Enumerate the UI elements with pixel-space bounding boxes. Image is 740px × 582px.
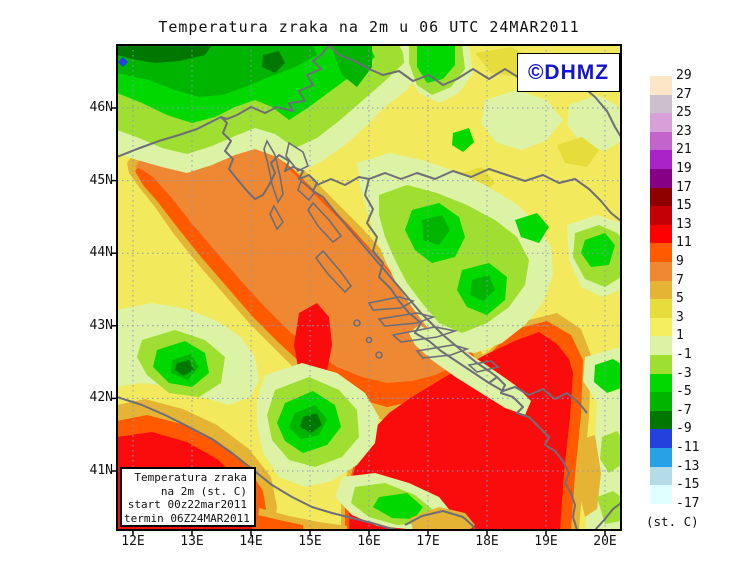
colorbar-swatch — [650, 262, 672, 281]
colorbar-tick-label: -17 — [676, 495, 700, 511]
legend-line: na 2m (st. C) — [160, 484, 247, 498]
colorbar-tick-label: -3 — [676, 365, 692, 381]
colorbar-swatch — [650, 169, 672, 188]
colorbar-tick-label: 11 — [676, 235, 692, 251]
colorbar-tick-label: 7 — [676, 272, 684, 288]
lon-tick-label: 18E — [475, 534, 499, 549]
lat-tick-label: 46N — [89, 100, 113, 115]
colorbar-tick-label: 23 — [676, 123, 692, 139]
colorbar-swatch — [650, 448, 672, 467]
colorbar-swatch — [650, 187, 672, 207]
colorbar-tick-label: -11 — [676, 440, 700, 455]
colorbar-tick-label: 21 — [676, 142, 692, 158]
legend-line: Temperatura zraka — [134, 471, 247, 484]
colorbar-tick-label: 25 — [676, 105, 692, 121]
colorbar-swatch — [650, 429, 672, 449]
lon-tick-label: 17E — [416, 534, 440, 549]
colorbar-tick-label: 5 — [676, 291, 684, 307]
colorbar-tick-label: 19 — [676, 161, 692, 176]
legend-box: Temperatura zraka na 2m (st. C) start 00… — [120, 467, 256, 527]
lon-tick-label: 15E — [298, 534, 322, 549]
lat-tick-label: 43N — [89, 317, 113, 333]
lon-tick-label: 19E — [534, 534, 558, 549]
colorbar-swatch — [650, 317, 672, 337]
colorbar-tick-label: 9 — [676, 254, 684, 269]
colorbar-tick-label: -1 — [676, 347, 692, 362]
colorbar-tick-label: 17 — [676, 179, 692, 195]
dhmz-watermark-text: ©DHMZ — [527, 60, 610, 84]
legend-line: start 00z22mar2011 — [127, 498, 247, 511]
colorbar-tick-label: 3 — [676, 309, 684, 325]
colorbar-tick-label: -5 — [676, 384, 692, 400]
page-title: Temperatura zraka na 2m u 06 UTC 24MAR20… — [158, 18, 580, 36]
legend-line: termin 06Z24MAR2011 — [124, 511, 250, 525]
colorbar-swatch — [650, 336, 672, 356]
colorbar-swatch — [650, 94, 672, 114]
colorbar-tick-label: 13 — [676, 216, 692, 232]
colorbar-tick-label: -7 — [676, 402, 692, 418]
colorbar-tick-label: 27 — [676, 86, 692, 102]
colorbar-swatch — [650, 206, 672, 226]
colorbar-swatch — [650, 243, 672, 263]
colorbar-tick-label: 15 — [676, 198, 692, 214]
colorbar-swatch — [650, 113, 672, 133]
lon-tick-label: 13E — [180, 534, 204, 549]
lon-tick-label: 12E — [121, 534, 145, 549]
map-frame — [111, 44, 622, 536]
colorbar-swatch — [650, 280, 672, 300]
colorbar-swatch — [650, 392, 672, 412]
colorbar-swatch — [650, 299, 672, 319]
colorbar-swatch — [650, 224, 672, 244]
colorbar-tick-label: 1 — [676, 328, 684, 344]
dhmz-watermark-box: ©DHMZ — [517, 53, 620, 92]
colorbar-swatch — [650, 355, 672, 374]
lat-tick-label: 42N — [89, 390, 113, 406]
colorbar-swatch — [650, 485, 672, 505]
lon-tick-label: 14E — [239, 534, 263, 549]
colorbar-swatch — [650, 466, 672, 486]
colorbar-tick-label: -15 — [676, 477, 700, 493]
colorbar-swatch — [650, 131, 672, 151]
lat-tick-label: 44N — [89, 245, 113, 261]
colorbar-tick-label: -13 — [676, 458, 700, 474]
colorbar-swatch — [650, 410, 672, 430]
colorbar-unit-label: (st. C) — [646, 514, 699, 529]
colorbar-tick-label: -9 — [676, 421, 692, 437]
lon-tick-label: 20E — [593, 534, 617, 549]
colorbar-swatch — [650, 373, 672, 393]
graticule — [117, 45, 621, 530]
colorbar-tick-label: 29 — [676, 68, 692, 83]
lon-tick-label: 16E — [357, 534, 381, 549]
lat-tick-label: 45N — [89, 172, 113, 188]
lat-tick-label: 41N — [89, 463, 113, 478]
colorbar-swatch — [650, 150, 672, 170]
colorbar-swatch — [650, 76, 672, 95]
